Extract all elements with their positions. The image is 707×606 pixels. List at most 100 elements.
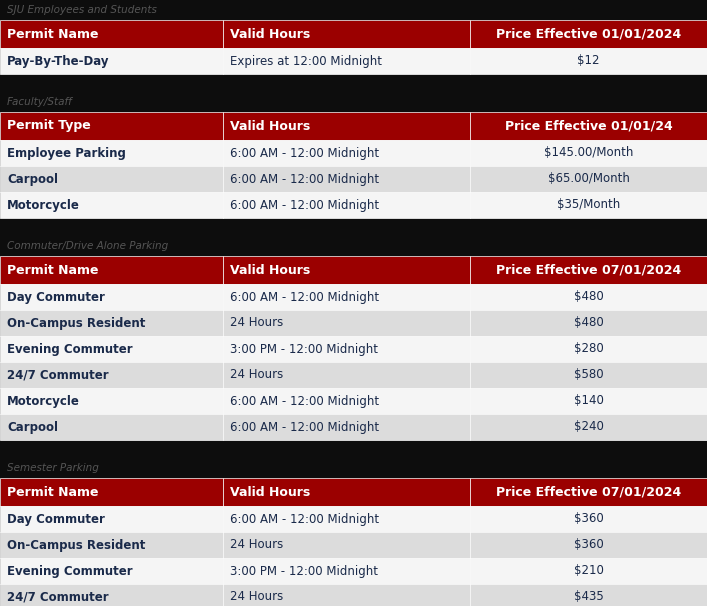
Bar	[223, 192, 470, 218]
Bar	[223, 362, 470, 388]
Bar	[0, 48, 223, 74]
Text: Carpool: Carpool	[7, 173, 58, 185]
Text: 24 Hours: 24 Hours	[230, 316, 283, 330]
Bar	[470, 48, 707, 74]
Bar	[223, 20, 470, 48]
Bar	[223, 112, 470, 140]
Bar	[223, 310, 470, 336]
Bar	[0, 192, 223, 218]
Text: 24/7 Commuter: 24/7 Commuter	[7, 368, 109, 382]
Bar	[223, 336, 470, 362]
Text: Permit Name: Permit Name	[7, 485, 98, 499]
Text: 24 Hours: 24 Hours	[230, 590, 283, 604]
Text: 24 Hours: 24 Hours	[230, 539, 283, 551]
Text: Price Effective 01/01/24: Price Effective 01/01/24	[505, 119, 672, 133]
Bar	[223, 48, 470, 74]
Bar	[470, 112, 707, 140]
Text: 6:00 AM - 12:00 Midnight: 6:00 AM - 12:00 Midnight	[230, 173, 379, 185]
Text: $12: $12	[578, 55, 600, 67]
Text: Evening Commuter: Evening Commuter	[7, 342, 133, 356]
Text: $145.00/Month: $145.00/Month	[544, 147, 633, 159]
Bar	[0, 92, 707, 112]
Text: $480: $480	[573, 290, 604, 304]
Bar	[223, 140, 470, 166]
Text: $280: $280	[573, 342, 604, 356]
Text: $580: $580	[574, 368, 603, 382]
Text: 6:00 AM - 12:00 Midnight: 6:00 AM - 12:00 Midnight	[230, 199, 379, 211]
Text: Valid Hours: Valid Hours	[230, 264, 310, 276]
Text: Expires at 12:00 Midnight: Expires at 12:00 Midnight	[230, 55, 382, 67]
Text: Evening Commuter: Evening Commuter	[7, 565, 133, 578]
Text: $360: $360	[573, 513, 604, 525]
Text: On-Campus Resident: On-Campus Resident	[7, 539, 146, 551]
Bar	[223, 558, 470, 584]
Text: Permit Name: Permit Name	[7, 264, 98, 276]
Bar	[223, 284, 470, 310]
Text: Valid Hours: Valid Hours	[230, 27, 310, 41]
Bar	[223, 478, 470, 506]
Bar	[223, 256, 470, 284]
Text: Price Effective 07/01/2024: Price Effective 07/01/2024	[496, 485, 682, 499]
Text: Faculty/Staff: Faculty/Staff	[7, 97, 73, 107]
Text: $435: $435	[573, 590, 604, 604]
Bar	[470, 414, 707, 440]
Bar	[0, 236, 707, 256]
Bar	[470, 388, 707, 414]
Text: 6:00 AM - 12:00 Midnight: 6:00 AM - 12:00 Midnight	[230, 395, 379, 407]
Text: Employee Parking: Employee Parking	[7, 147, 126, 159]
Bar	[470, 192, 707, 218]
Text: 6:00 AM - 12:00 Midnight: 6:00 AM - 12:00 Midnight	[230, 290, 379, 304]
Text: Motorcycle: Motorcycle	[7, 395, 80, 407]
Bar	[223, 414, 470, 440]
Bar	[0, 458, 707, 478]
Bar	[470, 20, 707, 48]
Text: Permit Type: Permit Type	[7, 119, 90, 133]
Bar	[0, 558, 223, 584]
Text: $480: $480	[573, 316, 604, 330]
Bar	[0, 112, 223, 140]
Bar	[0, 0, 707, 20]
Text: Carpool: Carpool	[7, 421, 58, 433]
Text: Price Effective 07/01/2024: Price Effective 07/01/2024	[496, 264, 682, 276]
Bar	[0, 256, 223, 284]
Text: Permit Name: Permit Name	[7, 27, 98, 41]
Bar	[223, 166, 470, 192]
Text: 6:00 AM - 12:00 Midnight: 6:00 AM - 12:00 Midnight	[230, 421, 379, 433]
Text: 3:00 PM - 12:00 Midnight: 3:00 PM - 12:00 Midnight	[230, 565, 378, 578]
Bar	[0, 362, 223, 388]
Bar	[0, 532, 223, 558]
Text: Pay-By-The-Day: Pay-By-The-Day	[7, 55, 110, 67]
Bar	[470, 362, 707, 388]
Bar	[470, 310, 707, 336]
Bar	[470, 166, 707, 192]
Bar	[223, 388, 470, 414]
Text: 6:00 AM - 12:00 Midnight: 6:00 AM - 12:00 Midnight	[230, 513, 379, 525]
Bar	[0, 166, 223, 192]
Bar	[0, 506, 223, 532]
Text: $140: $140	[573, 395, 604, 407]
Bar	[0, 336, 223, 362]
Text: $210: $210	[573, 565, 604, 578]
Bar	[470, 284, 707, 310]
Bar	[0, 478, 223, 506]
Text: $35/Month: $35/Month	[557, 199, 620, 211]
Text: Day Commuter: Day Commuter	[7, 290, 105, 304]
Bar	[0, 140, 223, 166]
Text: Price Effective 01/01/2024: Price Effective 01/01/2024	[496, 27, 682, 41]
Text: Motorcycle: Motorcycle	[7, 199, 80, 211]
Text: 24 Hours: 24 Hours	[230, 368, 283, 382]
Text: 3:00 PM - 12:00 Midnight: 3:00 PM - 12:00 Midnight	[230, 342, 378, 356]
Bar	[223, 506, 470, 532]
Text: $360: $360	[573, 539, 604, 551]
Bar	[0, 388, 223, 414]
Text: Semester Parking: Semester Parking	[7, 463, 99, 473]
Bar	[470, 140, 707, 166]
Text: $65.00/Month: $65.00/Month	[548, 173, 629, 185]
Text: Day Commuter: Day Commuter	[7, 513, 105, 525]
Bar	[470, 478, 707, 506]
Bar	[470, 532, 707, 558]
Bar	[0, 584, 223, 606]
Text: 6:00 AM - 12:00 Midnight: 6:00 AM - 12:00 Midnight	[230, 147, 379, 159]
Text: 24/7 Commuter: 24/7 Commuter	[7, 590, 109, 604]
Bar	[223, 532, 470, 558]
